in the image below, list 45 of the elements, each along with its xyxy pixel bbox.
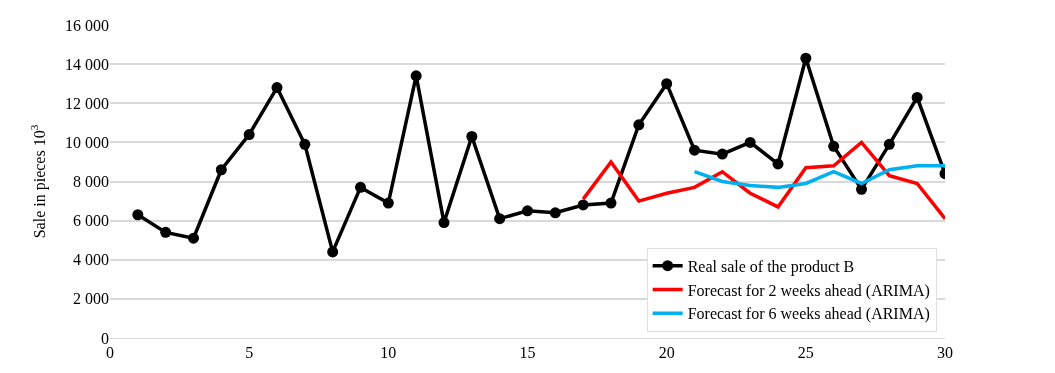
point (661, 78, 673, 90)
point (327, 246, 339, 258)
legend-label: Forecast for 6 weeks ahead (ARIMA) (687, 305, 930, 324)
point (689, 144, 700, 156)
y-tick-label: 16 000 (65, 16, 109, 34)
x-tick-label: 20 (658, 344, 675, 362)
point (828, 140, 840, 152)
point (633, 119, 645, 131)
y-tick-label: 12 000 (65, 94, 109, 112)
point (883, 138, 895, 150)
point (299, 138, 311, 150)
point (271, 82, 283, 94)
point (382, 197, 394, 209)
legend-label: Forecast for 2 weeks ahead (ARIMA) (687, 281, 930, 300)
legend-label: Real sale of the product B (687, 257, 855, 276)
y-tick-label: 6 000 (73, 212, 109, 230)
point (160, 226, 172, 238)
point (716, 148, 728, 160)
point (243, 129, 255, 141)
y-tick-label: 4 000 (73, 251, 109, 269)
point (410, 70, 422, 82)
y-tick-label: 10 000 (65, 133, 109, 151)
point (355, 181, 366, 193)
x-tick-label: 15 (519, 344, 536, 362)
point (605, 197, 617, 209)
y-tick-label: 8 000 (73, 173, 109, 191)
y-tick-label: 2 000 (73, 290, 109, 308)
point (577, 199, 589, 211)
point (800, 52, 812, 64)
point (215, 164, 227, 176)
point (911, 91, 923, 103)
point (772, 158, 784, 170)
y-tick-label: 0 (101, 329, 109, 347)
x-tick-label: 30 (937, 344, 953, 362)
point (438, 217, 450, 229)
x-tick-label: 10 (380, 344, 397, 362)
point (494, 213, 506, 225)
point (188, 232, 199, 244)
y-tick-label: 14 000 (65, 55, 109, 73)
point (132, 209, 144, 221)
x-tick-label: 25 (797, 344, 814, 362)
point (549, 207, 561, 219)
x-tick-label: 5 (245, 344, 254, 362)
point (522, 205, 533, 217)
point (744, 136, 756, 148)
